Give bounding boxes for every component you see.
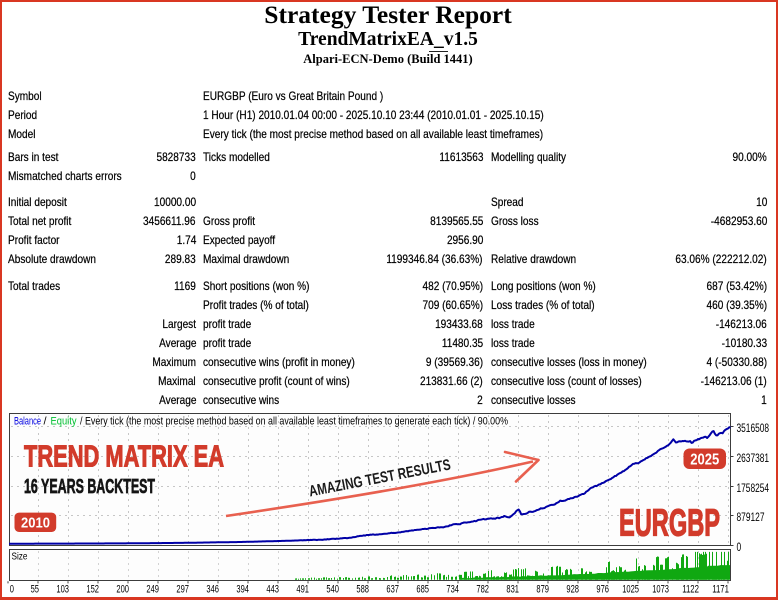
svg-text:1122: 1122 — [682, 583, 699, 595]
svg-text:1073: 1073 — [652, 583, 669, 595]
svg-text:249: 249 — [146, 583, 159, 595]
svg-text:976: 976 — [596, 583, 609, 595]
svg-text:831: 831 — [506, 583, 519, 595]
svg-text:588: 588 — [356, 583, 369, 595]
svg-text:0: 0 — [737, 542, 742, 554]
svg-text:55: 55 — [31, 583, 39, 595]
svg-text:Balance: Balance — [14, 416, 41, 428]
svg-text:782: 782 — [476, 583, 489, 595]
svg-text:879127: 879127 — [737, 512, 765, 524]
svg-text:1025: 1025 — [622, 583, 639, 595]
svg-text:/: / — [44, 416, 48, 428]
svg-text:443: 443 — [266, 583, 279, 595]
svg-text:540: 540 — [326, 583, 339, 595]
svg-text:879: 879 — [536, 583, 549, 595]
svg-text:2637381: 2637381 — [737, 453, 770, 465]
svg-text:297: 297 — [176, 583, 189, 595]
svg-text:346: 346 — [206, 583, 219, 595]
svg-text:0: 0 — [10, 583, 14, 595]
svg-text:2010: 2010 — [21, 515, 50, 531]
svg-text:928: 928 — [566, 583, 579, 595]
svg-text:Size: Size — [12, 551, 28, 563]
svg-text:16 YEARS BACKTEST: 16 YEARS BACKTEST — [24, 476, 155, 498]
svg-text:EURGBP: EURGBP — [619, 503, 720, 545]
svg-text:394: 394 — [236, 583, 249, 595]
svg-text:TREND MATRIX EA: TREND MATRIX EA — [24, 438, 224, 473]
svg-text:685: 685 — [416, 583, 429, 595]
svg-text:1758254: 1758254 — [737, 483, 770, 495]
svg-text:734: 734 — [446, 583, 459, 595]
svg-text:491: 491 — [296, 583, 309, 595]
svg-text:152: 152 — [86, 583, 99, 595]
svg-text:200: 200 — [116, 583, 129, 595]
svg-text:1171: 1171 — [712, 583, 729, 595]
svg-text:103: 103 — [56, 583, 69, 595]
svg-text:/ Every tick (the most precise: / Every tick (the most precise method ba… — [80, 416, 508, 428]
svg-text:3516508: 3516508 — [737, 423, 770, 435]
svg-text:2025: 2025 — [690, 452, 719, 469]
svg-text:637: 637 — [386, 583, 399, 595]
svg-text:Equity: Equity — [51, 416, 77, 428]
